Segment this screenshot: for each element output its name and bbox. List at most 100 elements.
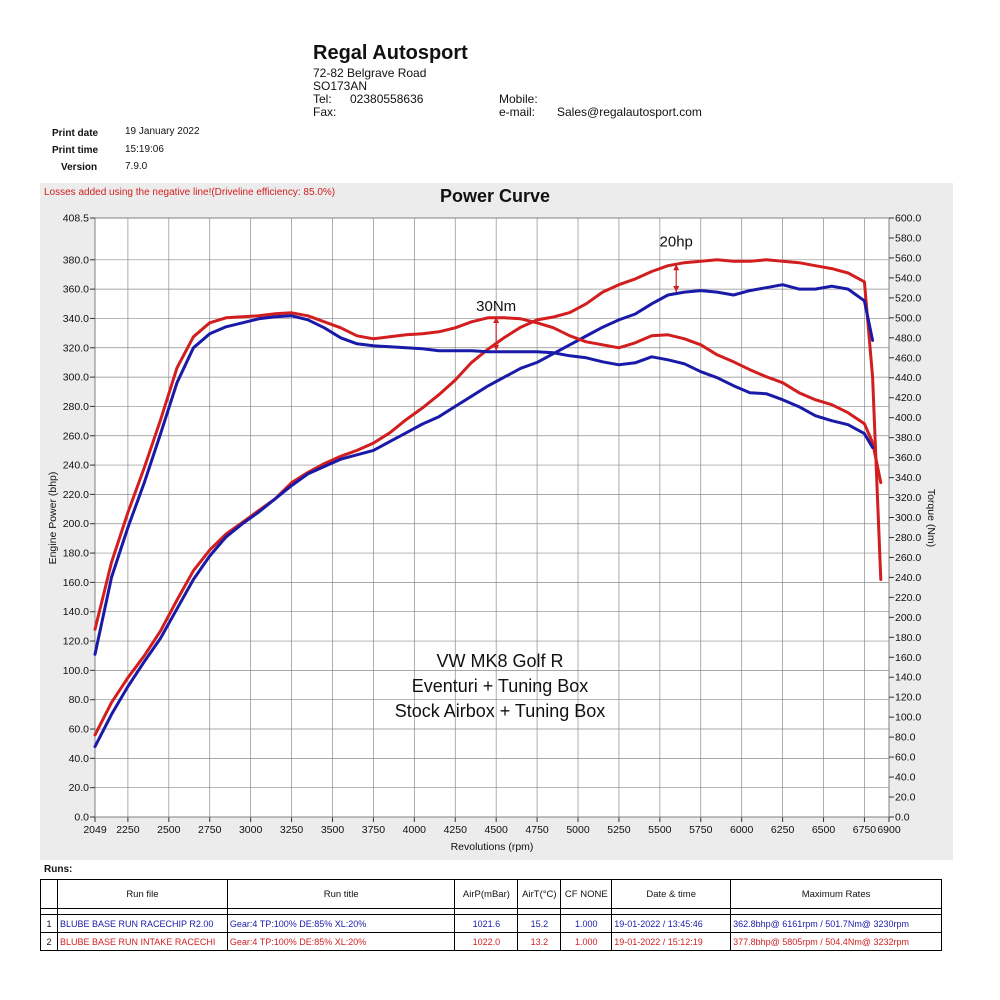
x-tick-label: 5250 [607, 824, 631, 836]
table-row: 2 BLUBE BASE RUN INTAKE RACECHI Gear:4 T… [40, 932, 942, 951]
x-tick-label: 6750 [853, 824, 877, 836]
y2-tick-label: 260.0 [895, 552, 921, 564]
col-datetime-header: Date & time [611, 879, 732, 909]
y2-tick-label: 100.0 [895, 712, 921, 724]
address-line-2: SO173AN [313, 79, 368, 93]
y-tick-label: 380.0 [63, 254, 89, 266]
y-tick-label: 140.0 [63, 606, 89, 618]
runs-label: Runs: [44, 864, 73, 875]
tel-label: Tel: [313, 92, 332, 106]
annotation-arrowhead [493, 316, 500, 323]
y2-tick-label: 480.0 [895, 332, 921, 344]
y-tick-label: 0.0 [74, 812, 89, 824]
y2-axis-label: Torque (Nm) [925, 489, 937, 547]
email-label: e-mail: [499, 105, 536, 119]
y2-tick-label: 280.0 [895, 532, 921, 544]
x-tick-label: 6500 [812, 824, 836, 836]
col-run-title-header: Run title [226, 879, 456, 909]
chart-caption-line: Eventuri + Tuning Box [412, 676, 589, 696]
x-tick-label: 2049 [83, 824, 107, 836]
runs-header-row: Run file Run title AirP(mBar) AirT(°C) C… [40, 879, 942, 909]
y2-tick-label: 60.0 [895, 752, 916, 764]
run-num: 1 [40, 914, 58, 933]
run-max-rates: 377.8bhp@ 5805rpm / 504.4Nm@ 3232rpm [730, 932, 942, 951]
x-tick-label: 6900 [877, 824, 901, 836]
y2-tick-label: 380.0 [895, 432, 921, 444]
y-tick-label: 340.0 [63, 313, 89, 325]
y-tick-label: 300.0 [63, 372, 89, 384]
y-tick-label: 160.0 [63, 577, 89, 589]
mobile-label: Mobile: [499, 92, 538, 106]
y2-tick-label: 300.0 [895, 512, 921, 524]
annotation-label: 30Nm [476, 298, 516, 315]
y2-tick-label: 240.0 [895, 572, 921, 584]
fax-label: Fax: [313, 105, 337, 119]
annotation-arrowhead [673, 286, 680, 293]
y-tick-label: 20.0 [69, 782, 90, 794]
chart-caption-line: Stock Airbox + Tuning Box [395, 701, 606, 721]
x-tick-label: 2750 [198, 824, 222, 836]
y2-tick-label: 160.0 [895, 652, 921, 664]
run-airp: 1022.0 [454, 932, 519, 951]
y2-tick-label: 80.0 [895, 732, 916, 744]
y2-tick-label: 560.0 [895, 252, 921, 264]
run-title: Gear:4 TP:100% DE:85% XL:20% [226, 914, 456, 933]
x-tick-label: 3500 [321, 824, 345, 836]
run-cf: 1.000 [560, 914, 613, 933]
x-tick-label: 4000 [403, 824, 427, 836]
y2-tick-label: 420.0 [895, 392, 921, 404]
x-tick-label: 5750 [689, 824, 713, 836]
x-tick-label: 4250 [444, 824, 468, 836]
y2-tick-label: 400.0 [895, 412, 921, 424]
x-tick-label: 4750 [525, 824, 549, 836]
col-airt-header: AirT(°C) [517, 879, 562, 909]
tel-value: 02380558636 [350, 92, 424, 106]
y-tick-label: 220.0 [63, 489, 89, 501]
y-tick-label: 60.0 [69, 724, 90, 736]
y2-tick-label: 540.0 [895, 272, 921, 284]
email-value: Sales@regalautosport.com [557, 105, 702, 119]
x-tick-label: 6000 [730, 824, 754, 836]
run-max-rates: 362.8bhp@ 6161rpm / 501.7Nm@ 3230rpm [730, 914, 942, 933]
y2-tick-label: 340.0 [895, 472, 921, 484]
col-num-header [40, 879, 58, 909]
y2-tick-label: 320.0 [895, 492, 921, 504]
y-tick-label: 360.0 [63, 284, 89, 296]
run-file: BLUBE BASE RUN RACECHIP R2.00 [56, 914, 228, 933]
y-tick-label: 280.0 [63, 401, 89, 413]
table-row: 1 BLUBE BASE RUN RACECHIP R2.00 Gear:4 T… [40, 914, 942, 933]
torque-line-blue [93, 314, 875, 656]
annotation-arrowhead [493, 344, 500, 351]
chart-title: Power Curve [439, 186, 551, 206]
runs-table: Run file Run title AirP(mBar) AirT(°C) C… [40, 879, 942, 951]
annotation-label: 20hp [660, 234, 693, 251]
y2-tick-label: 120.0 [895, 692, 921, 704]
y-tick-label: 120.0 [63, 636, 89, 648]
run-airt: 13.2 [517, 932, 562, 951]
losses-note: Losses added using the negative line!(Dr… [44, 187, 336, 198]
y-tick-label: 180.0 [63, 548, 89, 560]
y-tick-label: 260.0 [63, 430, 89, 442]
annotation-arrowhead [673, 264, 680, 271]
y2-tick-label: 520.0 [895, 292, 921, 304]
col-run-file-header: Run file [56, 879, 228, 909]
version-value: 7.9.0 [125, 161, 148, 172]
x-tick-label: 5000 [566, 824, 590, 836]
y-tick-label: 200.0 [63, 518, 89, 530]
x-tick-label: 2500 [157, 824, 181, 836]
address-line-1: 72-82 Belgrave Road [313, 66, 427, 80]
run-title: Gear:4 TP:100% DE:85% XL:20% [226, 932, 456, 951]
col-cf-header: CF NONE [560, 879, 613, 909]
y-tick-label: 408.5 [63, 213, 89, 225]
y2-tick-label: 200.0 [895, 612, 921, 624]
run-num: 2 [40, 932, 58, 951]
x-tick-label: 2250 [116, 824, 140, 836]
run-file: BLUBE BASE RUN INTAKE RACECHI [56, 932, 228, 951]
y2-tick-label: 220.0 [895, 592, 921, 604]
power-line-blue [93, 283, 875, 749]
run-airt: 15.2 [517, 914, 562, 933]
y-tick-label: 100.0 [63, 665, 89, 677]
print-date-label: Print date [52, 128, 99, 139]
x-tick-label: 3000 [239, 824, 263, 836]
col-max-rates-header: Maximum Rates [730, 879, 942, 909]
